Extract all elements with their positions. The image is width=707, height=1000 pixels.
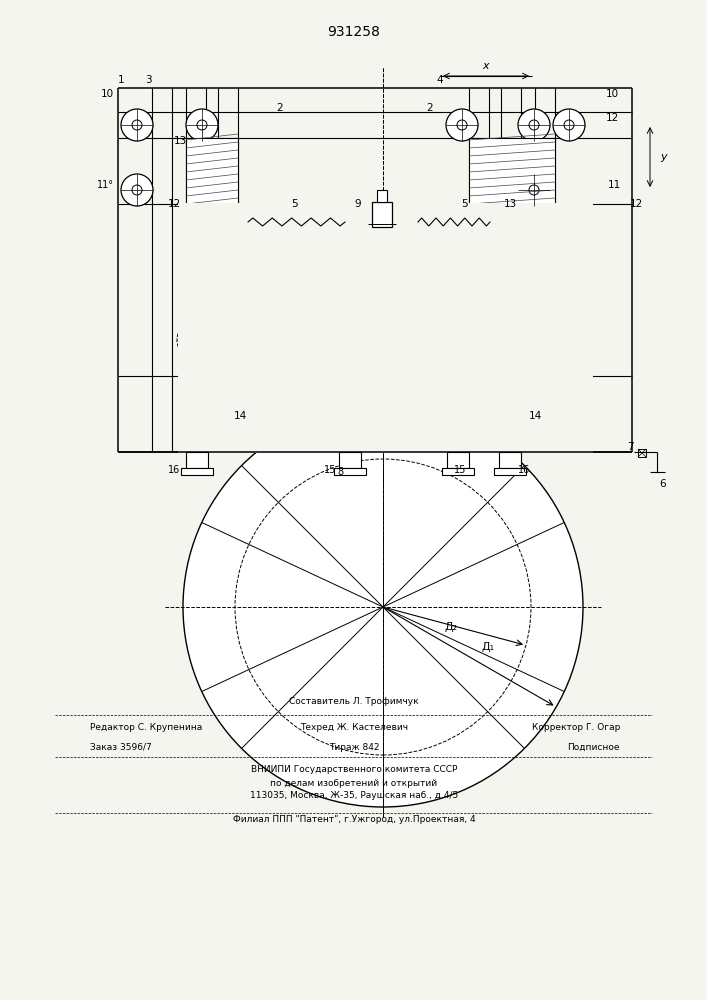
Bar bbox=[178, 203, 593, 453]
Circle shape bbox=[121, 174, 153, 206]
Text: 2: 2 bbox=[427, 103, 433, 113]
Bar bbox=[186, 138, 238, 376]
Text: Д₁: Д₁ bbox=[481, 642, 495, 652]
Circle shape bbox=[197, 120, 207, 130]
Text: x: x bbox=[483, 61, 489, 71]
Circle shape bbox=[518, 174, 550, 206]
Text: Составитель Л. Трофимчук: Составитель Л. Трофимчук bbox=[289, 696, 419, 706]
Text: 5: 5 bbox=[462, 199, 468, 209]
Text: 11: 11 bbox=[607, 180, 621, 190]
Text: 16: 16 bbox=[518, 465, 530, 475]
Text: ВНИИПИ Государственного комитета СССР: ВНИИПИ Государственного комитета СССР bbox=[251, 766, 457, 774]
Bar bbox=[494, 468, 526, 475]
Text: 4: 4 bbox=[437, 75, 443, 85]
Circle shape bbox=[121, 109, 153, 141]
Bar bbox=[339, 452, 361, 468]
Text: 15: 15 bbox=[324, 465, 337, 475]
Text: 12: 12 bbox=[605, 113, 619, 123]
Text: по делам изобретений и открытий: по делам изобретений и открытий bbox=[271, 778, 438, 788]
Text: 16: 16 bbox=[168, 465, 180, 475]
Circle shape bbox=[457, 120, 467, 130]
Text: Заказ 3596/7: Заказ 3596/7 bbox=[90, 742, 152, 752]
Circle shape bbox=[186, 109, 218, 141]
Text: 15: 15 bbox=[454, 465, 466, 475]
Text: 7: 7 bbox=[626, 442, 633, 452]
Text: Корректор Г. Огар: Корректор Г. Огар bbox=[532, 722, 620, 732]
Text: 931258: 931258 bbox=[327, 25, 380, 39]
Circle shape bbox=[132, 185, 142, 195]
Bar bbox=[499, 452, 521, 468]
Circle shape bbox=[446, 109, 478, 141]
Bar bbox=[377, 190, 387, 202]
Text: Редактор С. Крупенина: Редактор С. Крупенина bbox=[90, 722, 202, 732]
Text: 9: 9 bbox=[355, 199, 361, 209]
Circle shape bbox=[518, 109, 550, 141]
Circle shape bbox=[553, 109, 585, 141]
Text: y: y bbox=[660, 152, 667, 162]
Text: 113035, Москва, Ж-35, Раушская наб., д.4/5: 113035, Москва, Ж-35, Раушская наб., д.4… bbox=[250, 792, 458, 800]
Bar bbox=[469, 138, 555, 376]
Text: 1: 1 bbox=[117, 75, 124, 85]
Text: 11°: 11° bbox=[96, 180, 114, 190]
Text: 2: 2 bbox=[276, 103, 284, 113]
Text: 6: 6 bbox=[660, 479, 666, 489]
Text: 10: 10 bbox=[100, 89, 114, 99]
Bar bbox=[447, 452, 469, 468]
Text: Д₂: Д₂ bbox=[445, 622, 457, 632]
Bar bbox=[181, 468, 213, 475]
Circle shape bbox=[132, 120, 142, 130]
Bar bbox=[442, 468, 474, 475]
Circle shape bbox=[529, 120, 539, 130]
Text: 5: 5 bbox=[292, 199, 298, 209]
Text: Техред Ж. Кастелевич: Техред Ж. Кастелевич bbox=[300, 722, 408, 732]
Circle shape bbox=[183, 407, 583, 807]
Text: 14: 14 bbox=[528, 411, 542, 421]
Bar bbox=[186, 452, 208, 468]
Text: Филиал ППП "Патент", г.Ужгород, ул.Проектная, 4: Филиал ППП "Патент", г.Ужгород, ул.Проек… bbox=[233, 816, 475, 824]
Text: 3: 3 bbox=[145, 75, 151, 85]
Bar bbox=[372, 202, 392, 227]
Bar bbox=[638, 449, 646, 457]
Text: 13: 13 bbox=[173, 136, 187, 146]
Circle shape bbox=[529, 185, 539, 195]
Text: 13: 13 bbox=[503, 199, 517, 209]
Text: Подписное: Подписное bbox=[568, 742, 620, 752]
Text: 12: 12 bbox=[629, 199, 643, 209]
Text: Тираж 842: Тираж 842 bbox=[329, 742, 379, 752]
Text: 10: 10 bbox=[605, 89, 619, 99]
Circle shape bbox=[564, 120, 574, 130]
Text: 12: 12 bbox=[168, 199, 180, 209]
Text: 8: 8 bbox=[337, 467, 343, 477]
Bar bbox=[334, 468, 366, 475]
Text: 14: 14 bbox=[233, 411, 247, 421]
